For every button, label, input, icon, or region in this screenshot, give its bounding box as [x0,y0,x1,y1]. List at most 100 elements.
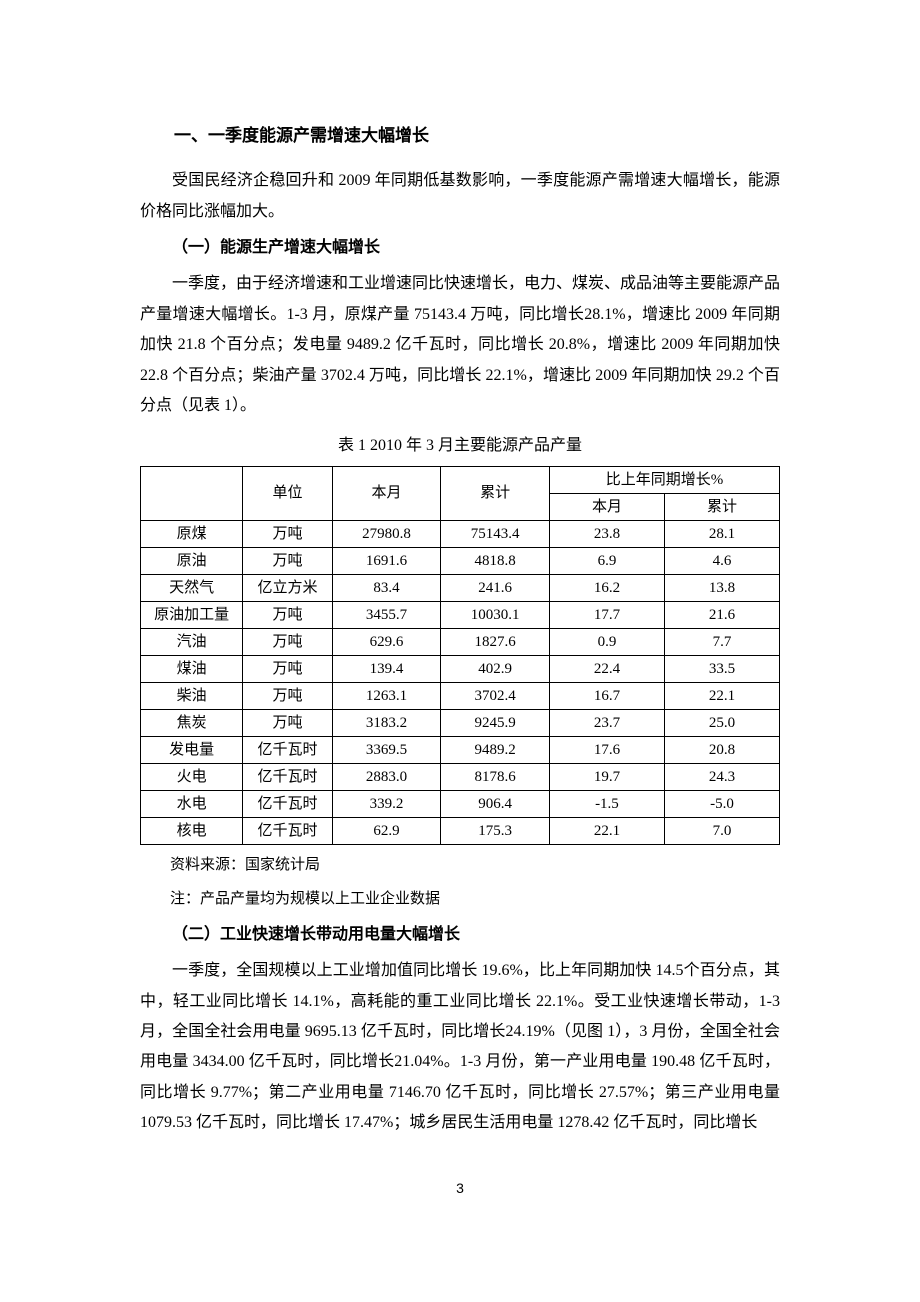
table-cell: 17.6 [549,736,664,763]
table-footnote: 注：产品产量均为规模以上工业企业数据 [140,885,780,914]
table-caption: 表 1 2010 年 3 月主要能源产品产量 [140,431,780,461]
paragraph-intro: 受国民经济企稳回升和 2009 年同期低基数影响，一季度能源产需增速大幅增长，能… [140,166,780,227]
table-cell: 22.1 [549,817,664,844]
table-cell: 焦炭 [141,709,243,736]
table-cell: 62.9 [332,817,441,844]
table-cell: 22.1 [664,682,779,709]
table-cell: 25.0 [664,709,779,736]
th-month: 本月 [332,466,441,520]
table-cell: 原煤 [141,520,243,547]
table-cell: 1263.1 [332,682,441,709]
th-unit: 单位 [243,466,332,520]
th-blank [141,466,243,520]
table-cell: 发电量 [141,736,243,763]
table-row: 柴油万吨1263.13702.416.722.1 [141,682,780,709]
table-cell: 139.4 [332,655,441,682]
table-cell: 亿千瓦时 [243,817,332,844]
table-row: 天然气亿立方米83.4241.616.213.8 [141,574,780,601]
table-cell: 22.4 [549,655,664,682]
table-cell: 7.7 [664,628,779,655]
table-cell: 4818.8 [441,547,550,574]
table-cell: 煤油 [141,655,243,682]
table-source-note: 资料来源：国家统计局 [140,851,780,880]
table-cell: 629.6 [332,628,441,655]
table-body: 原煤万吨27980.875143.423.828.1原油万吨1691.64818… [141,520,780,844]
table-cell: 33.5 [664,655,779,682]
table-cell: 7.0 [664,817,779,844]
th-growth-group: 比上年同期增长% [549,466,779,493]
table-cell: 27980.8 [332,520,441,547]
table-cell: 3369.5 [332,736,441,763]
table-cell: 8178.6 [441,763,550,790]
table-row: 发电量亿千瓦时3369.59489.217.620.8 [141,736,780,763]
table-cell: 4.6 [664,547,779,574]
table-cell: 天然气 [141,574,243,601]
table-cell: -5.0 [664,790,779,817]
table-cell: 柴油 [141,682,243,709]
table-row: 原油万吨1691.64818.86.94.6 [141,547,780,574]
table-cell: 6.9 [549,547,664,574]
table-cell: 原油加工量 [141,601,243,628]
table-header-row: 单位 本月 累计 比上年同期增长% [141,466,780,493]
energy-production-table: 单位 本月 累计 比上年同期增长% 本月 累计 原煤万吨27980.875143… [140,466,780,845]
table-cell: 万吨 [243,547,332,574]
page-number: 3 [140,1175,780,1202]
table-cell: 23.7 [549,709,664,736]
table-cell: 3702.4 [441,682,550,709]
table-cell: 339.2 [332,790,441,817]
subsection-heading-2: （二）工业快速增长带动用电量大幅增长 [140,920,780,950]
table-cell: 402.9 [441,655,550,682]
table-cell: 9245.9 [441,709,550,736]
table-cell: 3183.2 [332,709,441,736]
table-cell: 万吨 [243,520,332,547]
table-row: 焦炭万吨3183.29245.923.725.0 [141,709,780,736]
table-cell: 21.6 [664,601,779,628]
table-row: 原油加工量万吨3455.710030.117.721.6 [141,601,780,628]
subsection-heading-1: （一）能源生产增速大幅增长 [140,233,780,263]
table-cell: 241.6 [441,574,550,601]
table-cell: 28.1 [664,520,779,547]
table-cell: 万吨 [243,709,332,736]
table-row: 火电亿千瓦时2883.08178.619.724.3 [141,763,780,790]
table-cell: 16.2 [549,574,664,601]
table-cell: 火电 [141,763,243,790]
paragraph-production: 一季度，由于经济增速和工业增速同比快速增长，电力、煤炭、成品油等主要能源产品产量… [140,269,780,421]
table-cell: 9489.2 [441,736,550,763]
table-cell: 75143.4 [441,520,550,547]
table-cell: 3455.7 [332,601,441,628]
table-cell: -1.5 [549,790,664,817]
table-cell: 906.4 [441,790,550,817]
table-cell: 16.7 [549,682,664,709]
table-cell: 10030.1 [441,601,550,628]
paragraph-electricity: 一季度，全国规模以上工业增加值同比增长 19.6%，比上年同期加快 14.5个百… [140,956,780,1138]
table-cell: 亿千瓦时 [243,790,332,817]
table-cell: 万吨 [243,601,332,628]
table-cell: 亿立方米 [243,574,332,601]
th-cumulative: 累计 [441,466,550,520]
table-cell: 23.8 [549,520,664,547]
table-row: 煤油万吨139.4402.922.433.5 [141,655,780,682]
table-cell: 水电 [141,790,243,817]
th-growth-month: 本月 [549,493,664,520]
table-cell: 亿千瓦时 [243,736,332,763]
table-cell: 83.4 [332,574,441,601]
table-cell: 亿千瓦时 [243,763,332,790]
table-cell: 核电 [141,817,243,844]
table-row: 核电亿千瓦时62.9175.322.17.0 [141,817,780,844]
th-growth-cumulative: 累计 [664,493,779,520]
table-cell: 万吨 [243,628,332,655]
table-row: 水电亿千瓦时339.2906.4-1.5-5.0 [141,790,780,817]
table-cell: 2883.0 [332,763,441,790]
table-cell: 1691.6 [332,547,441,574]
table-cell: 17.7 [549,601,664,628]
table-cell: 19.7 [549,763,664,790]
table-cell: 原油 [141,547,243,574]
table-cell: 24.3 [664,763,779,790]
table-cell: 13.8 [664,574,779,601]
table-cell: 175.3 [441,817,550,844]
section-heading: 一、一季度能源产需增速大幅增长 [140,120,780,152]
table-row: 汽油万吨629.61827.60.97.7 [141,628,780,655]
table-cell: 1827.6 [441,628,550,655]
table-cell: 万吨 [243,655,332,682]
table-cell: 0.9 [549,628,664,655]
